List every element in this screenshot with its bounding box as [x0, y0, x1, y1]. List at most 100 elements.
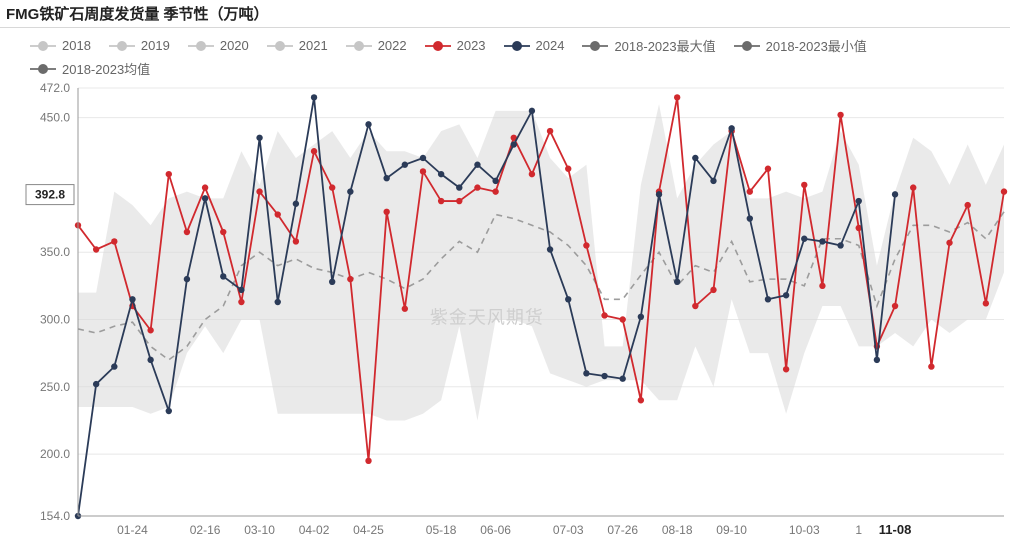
legend-marker-icon — [109, 39, 135, 53]
svg-text:09-10: 09-10 — [716, 523, 747, 537]
series-2023-marker — [147, 327, 153, 333]
series-2024-marker — [383, 175, 389, 181]
series-2023-marker — [202, 184, 208, 190]
series-2023-marker — [383, 209, 389, 215]
series-2024-marker — [892, 191, 898, 197]
y-last-value: 392.8 — [35, 188, 65, 202]
series-2024-marker — [728, 125, 734, 131]
legend-label: 2018 — [62, 38, 91, 53]
series-2024-marker — [111, 363, 117, 369]
legend-item[interactable]: 2022 — [346, 38, 407, 53]
legend-marker-icon — [30, 39, 56, 53]
series-2024-marker — [656, 191, 662, 197]
series-2024-marker — [220, 273, 226, 279]
series-2024-marker — [329, 279, 335, 285]
legend-marker-icon — [188, 39, 214, 53]
series-2024-marker — [456, 184, 462, 190]
series-2023-marker — [293, 238, 299, 244]
series-2023-marker — [801, 182, 807, 188]
series-2024-marker — [765, 296, 771, 302]
series-2024-marker — [347, 188, 353, 194]
series-2024-marker — [819, 238, 825, 244]
series-2023-marker — [638, 397, 644, 403]
svg-text:07-26: 07-26 — [607, 523, 638, 537]
series-2024-marker — [402, 162, 408, 168]
svg-text:05-18: 05-18 — [426, 523, 457, 537]
series-2024-marker — [601, 373, 607, 379]
series-2024-marker — [492, 178, 498, 184]
series-2023-marker — [765, 166, 771, 172]
series-2024-marker — [801, 236, 807, 242]
chart-container: 紫金天风期货154.0200.0250.0300.0350.0450.0472.… — [0, 80, 1010, 550]
series-2023-marker — [184, 229, 190, 235]
series-2023-marker — [474, 184, 480, 190]
series-2023-marker — [420, 168, 426, 174]
legend-item[interactable]: 2018 — [30, 38, 91, 53]
series-2023-marker — [892, 303, 898, 309]
legend-label: 2022 — [378, 38, 407, 53]
legend-item[interactable]: 2020 — [188, 38, 249, 53]
series-2024-marker — [438, 171, 444, 177]
legend-item[interactable]: 2021 — [267, 38, 328, 53]
series-2023-marker — [402, 306, 408, 312]
series-2024-marker — [747, 215, 753, 221]
title-bar: FMG铁矿石周度发货量 季节性（万吨） — [0, 0, 1010, 28]
series-2024-marker — [202, 195, 208, 201]
series-2023-marker — [311, 148, 317, 154]
legend-label: 2023 — [457, 38, 486, 53]
svg-text:10-03: 10-03 — [789, 523, 820, 537]
series-2023-marker — [583, 242, 589, 248]
series-2024-marker — [511, 141, 517, 147]
svg-text:07-03: 07-03 — [553, 523, 584, 537]
legend-item[interactable]: 2019 — [109, 38, 170, 53]
series-2024-marker — [93, 381, 99, 387]
legend-item[interactable]: 2024 — [504, 38, 565, 53]
svg-text:03-10: 03-10 — [244, 523, 275, 537]
series-2023-marker — [783, 366, 789, 372]
legend-item[interactable]: 2023 — [425, 38, 486, 53]
svg-text:250.0: 250.0 — [40, 380, 70, 394]
series-2023-marker — [710, 287, 716, 293]
legend-marker-icon — [734, 39, 760, 53]
series-2023-marker — [547, 128, 553, 134]
legend-marker-icon — [30, 62, 56, 76]
svg-text:02-16: 02-16 — [190, 523, 221, 537]
series-2024-marker — [147, 357, 153, 363]
series-2024-marker — [547, 246, 553, 252]
chart-title: FMG铁矿石周度发货量 季节性（万吨） — [6, 3, 269, 24]
legend-label: 2018-2023最小值 — [766, 36, 867, 55]
legend-item[interactable]: 2018-2023均值 — [30, 59, 150, 78]
watermark: 紫金天风期货 — [430, 307, 544, 327]
series-2024-marker — [674, 279, 680, 285]
series-2023-marker — [329, 184, 335, 190]
legend-marker-icon — [425, 39, 451, 53]
svg-text:154.0: 154.0 — [40, 509, 70, 523]
series-2024-marker — [638, 314, 644, 320]
series-2024-marker — [474, 162, 480, 168]
legend-item[interactable]: 2018-2023最大值 — [582, 36, 715, 55]
series-2023-marker — [692, 303, 698, 309]
series-2024-marker — [856, 198, 862, 204]
series-2023-marker — [747, 188, 753, 194]
series-2023-marker — [620, 316, 626, 322]
series-2023-marker — [365, 458, 371, 464]
series-2024-marker — [837, 242, 843, 248]
legend-item[interactable]: 2018-2023最小值 — [734, 36, 867, 55]
svg-text:450.0: 450.0 — [40, 111, 70, 125]
series-2024-marker — [256, 135, 262, 141]
series-2023-marker — [347, 276, 353, 282]
x-axis: 01-2402-1603-1004-0204-2505-1806-0607-03… — [117, 523, 862, 537]
series-2023-marker — [438, 198, 444, 204]
legend-marker-icon — [267, 39, 293, 53]
legend-label: 2021 — [299, 38, 328, 53]
series-2023-marker — [910, 184, 916, 190]
legend-label: 2018-2023最大值 — [614, 36, 715, 55]
series-2023-marker — [964, 202, 970, 208]
legend-marker-icon — [504, 39, 530, 53]
legend-label: 2018-2023均值 — [62, 59, 150, 78]
series-2023-marker — [819, 283, 825, 289]
series-2024-marker — [783, 292, 789, 298]
series-2024-marker — [420, 155, 426, 161]
series-2024-marker — [129, 296, 135, 302]
series-2024-marker — [710, 178, 716, 184]
